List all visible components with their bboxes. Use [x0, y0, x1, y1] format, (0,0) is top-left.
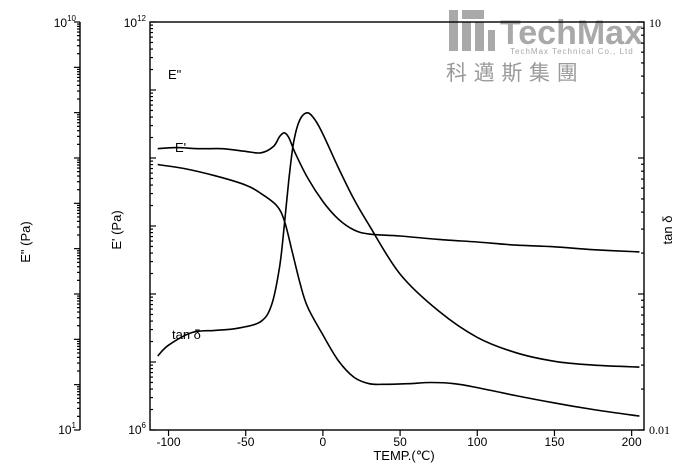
tan-delta-bottom-label: 0.01 — [649, 423, 670, 437]
tan-delta-top-label: 10 — [649, 16, 661, 30]
e-double-prime-bottom-label: 101 — [58, 421, 76, 437]
curve-label-tan-delta: tan δ — [172, 327, 201, 342]
x-axis-title: TEMP.(℃) — [373, 448, 434, 463]
series-e-double-prime-line — [157, 131, 640, 253]
x-axis-ticks — [167, 430, 633, 436]
e-prime-axis-ticks — [150, 21, 156, 431]
series-e-prime-line — [157, 163, 640, 417]
watermark-chinese: 科 邁 斯 集 團 — [446, 61, 578, 85]
e-double-prime-top-label: 1010 — [54, 14, 77, 30]
curve-label-e-prime: E' — [175, 140, 186, 155]
x-tick-label: 150 — [544, 435, 564, 449]
x-tick-label: 0 — [320, 435, 327, 449]
e-double-prime-axis-title: E" (Pa) — [18, 221, 33, 262]
x-axis-tick-labels: -100 -50 0 50 100 150 200 — [157, 435, 642, 449]
e-prime-axis-title: E' (Pa) — [109, 210, 124, 249]
tan-delta-axis-ticks — [638, 21, 644, 431]
watermark-brand: TechMax — [500, 14, 643, 52]
series-tan-delta-line — [157, 111, 640, 368]
x-tick-label: 100 — [467, 435, 487, 449]
curve-label-e-double-prime: E" — [168, 67, 182, 82]
x-tick-label: -100 — [157, 435, 181, 449]
e-double-prime-axis-ticks — [74, 21, 80, 431]
watermark: TechMax TechMax Technical Co., Ltd 科 邁 斯… — [446, 10, 643, 85]
e-prime-bottom-label: 106 — [128, 421, 146, 437]
x-tick-label: 200 — [622, 435, 642, 449]
x-tick-label: 50 — [393, 435, 407, 449]
x-tick-label: -50 — [237, 435, 255, 449]
e-prime-top-label: 1012 — [124, 14, 147, 30]
watermark-subtitle: TechMax Technical Co., Ltd — [510, 47, 634, 56]
tan-delta-axis-title: tan δ — [660, 216, 675, 245]
techmax-logo-icon — [449, 10, 495, 51]
